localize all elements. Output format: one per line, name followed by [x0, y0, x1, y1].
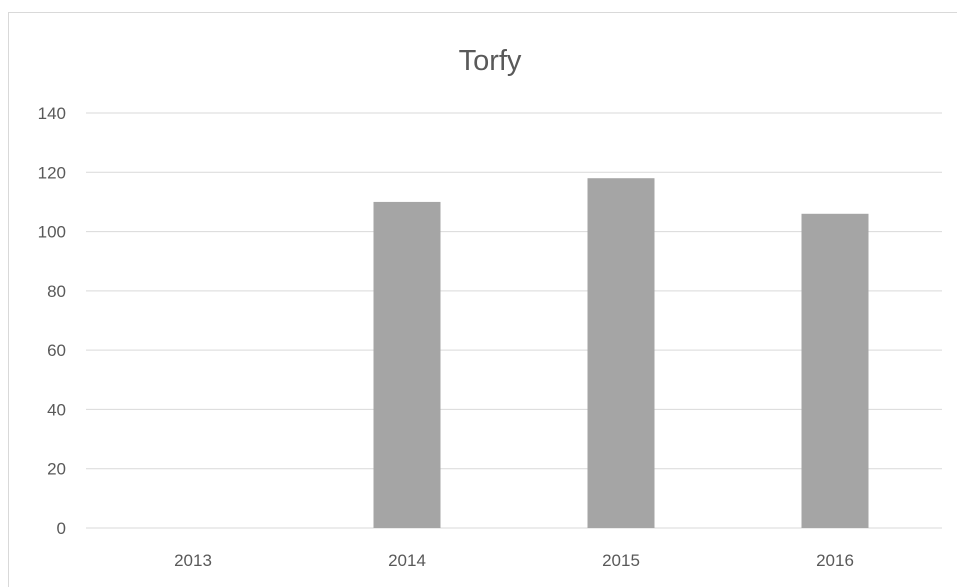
y-tick-label: 140 — [38, 104, 66, 123]
chart-frame — [8, 12, 957, 587]
gridlines — [86, 112, 942, 529]
chart-title: Torfy — [459, 45, 522, 77]
bar-2016 — [801, 213, 869, 529]
y-tick-label: 20 — [47, 460, 66, 479]
y-tick-label: 80 — [47, 282, 66, 301]
x-tick-label: 2016 — [816, 551, 854, 570]
y-axis-ticks: 0 20 40 60 80 100 120 140 — [38, 104, 66, 538]
x-tick-label: 2014 — [388, 551, 426, 570]
y-tick-label: 120 — [38, 163, 66, 182]
bars — [373, 178, 869, 529]
bar-2014 — [373, 201, 441, 528]
y-tick-label: 0 — [57, 519, 66, 538]
y-tick-label: 60 — [47, 341, 66, 360]
x-tick-label: 2015 — [602, 551, 640, 570]
bar-2015 — [587, 178, 655, 528]
y-tick-label: 100 — [38, 223, 66, 242]
y-tick-label: 40 — [47, 400, 66, 419]
x-axis-ticks: 2013 2014 2015 2016 — [174, 551, 854, 570]
x-tick-label: 2013 — [174, 551, 212, 570]
